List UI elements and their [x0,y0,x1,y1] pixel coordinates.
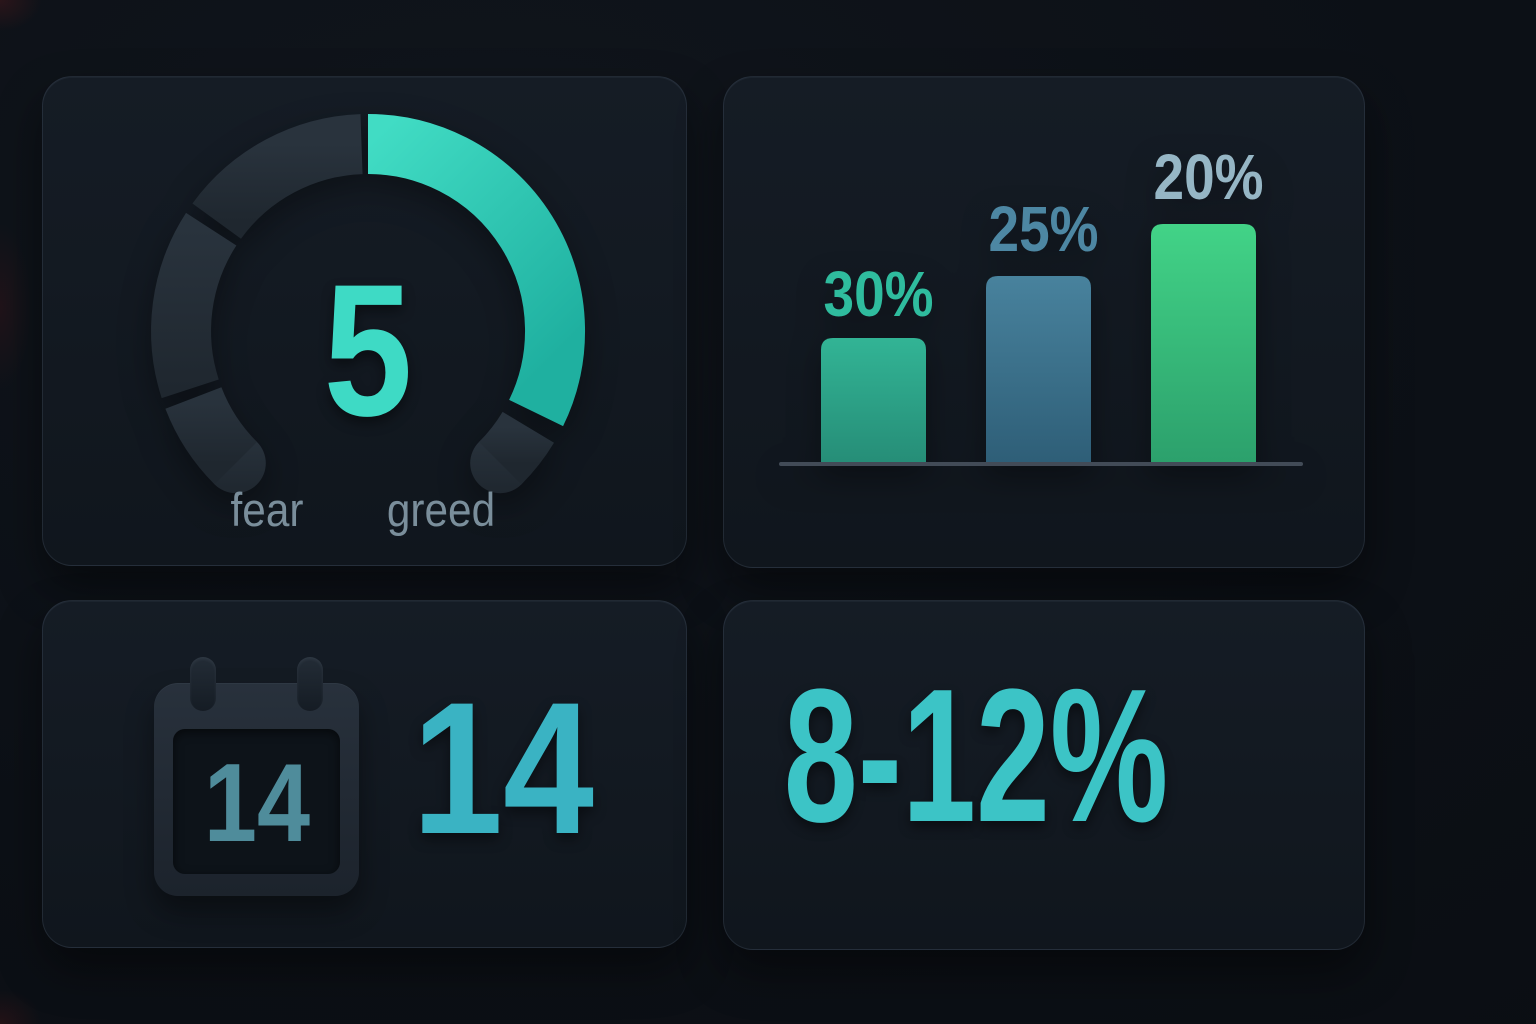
day-count-card: 14 14 [42,600,687,948]
gauge-track-segment [478,411,554,485]
gauge-track-segment [192,114,364,240]
gauge-track-segment [151,212,237,399]
percent-bar-chart-card: 30% 25% 20% [723,76,1365,568]
gauge-value-arc [367,114,585,427]
bar-value-label: 30% [824,258,934,330]
calendar-ring-left [190,657,216,711]
bar-chart: 30% 25% 20% [779,141,1303,466]
calendar-ring-right [297,657,323,711]
gauge-value: 5 [323,245,413,455]
bar-value-label: 25% [989,193,1099,265]
gauge-label-greed: greed [386,483,496,536]
bar-value-label: 20% [1154,141,1264,213]
calendar-icon-day: 14 [203,741,310,865]
calendar-icon: 14 [154,657,359,896]
bar [1151,224,1256,464]
calendar-screen: 14 [173,729,340,874]
percent-range-value: 8-12% [783,650,1169,862]
bar [986,276,1091,464]
gauge-track-segment [165,386,258,485]
percent-range-card: 8-12% [723,600,1365,950]
gauge-label-fear: fear [230,483,304,536]
fear-greed-gauge-card: 5 fear greed [42,76,687,566]
gauge-chart [151,114,585,494]
bar [821,338,926,464]
day-count-value: 14 [412,663,594,873]
